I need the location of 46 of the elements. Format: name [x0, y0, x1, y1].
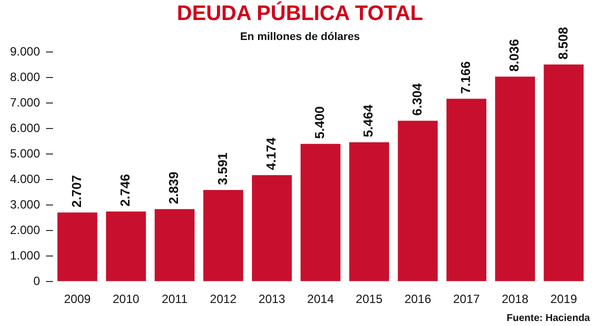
x-tick-label: 2010: [112, 292, 140, 306]
bar: [154, 209, 195, 282]
y-tick-label: 7.000: [10, 95, 40, 110]
y-tick-label: 9.000: [10, 44, 40, 58]
x-tick-label: 2013: [258, 292, 286, 306]
x-tick-label: 2014: [307, 292, 334, 306]
y-tick-label: 8.000: [10, 70, 40, 84]
x-tick-label: 2015: [356, 292, 383, 306]
y-tick-label: 0: [33, 274, 40, 288]
bar: [57, 212, 98, 282]
data-label: 4.174: [263, 136, 278, 170]
data-label: 8.508: [555, 27, 570, 60]
bar: [398, 120, 438, 282]
y-tick-label: 3.000: [10, 197, 40, 212]
y-tick-label: 5.000: [10, 146, 40, 160]
bar: [495, 76, 535, 282]
data-label: 3.591: [214, 152, 230, 185]
bar: [106, 212, 146, 282]
bar: [252, 175, 292, 282]
source-note: Fuente: Hacienda: [506, 313, 590, 324]
y-tick-label: 4.000: [10, 172, 40, 186]
data-label: 8.036: [506, 39, 522, 72]
data-label: 7.166: [458, 61, 473, 94]
data-label: 6.304: [409, 82, 424, 116]
data-label: 2.839: [166, 172, 182, 204]
bar: [203, 190, 244, 282]
data-label: 5.464: [360, 104, 376, 138]
x-tick-label: 2018: [502, 292, 529, 306]
bar: [446, 98, 486, 282]
bar: [544, 64, 584, 282]
data-label: 2.707: [68, 174, 84, 208]
x-tick-label: 2011: [162, 292, 188, 306]
x-tick-label: 2016: [404, 292, 432, 306]
chart-subtitle: En millones de dólares: [240, 31, 360, 43]
y-tick-label: 2.000: [10, 222, 40, 237]
data-label: 2.746: [118, 174, 133, 207]
bar: [300, 144, 340, 282]
x-tick-label: 2012: [210, 292, 237, 306]
bar: [349, 142, 390, 282]
y-tick-label: 6.000: [10, 120, 40, 135]
chart-title: DEUDA PÚBLICA TOTAL: [176, 2, 424, 26]
data-label: 5.400: [312, 106, 328, 139]
x-tick-label: 2017: [453, 292, 480, 306]
x-tick-label: 2009: [64, 292, 92, 306]
x-tick-label: 2019: [550, 292, 578, 306]
y-tick-label: 1.000: [10, 248, 40, 262]
